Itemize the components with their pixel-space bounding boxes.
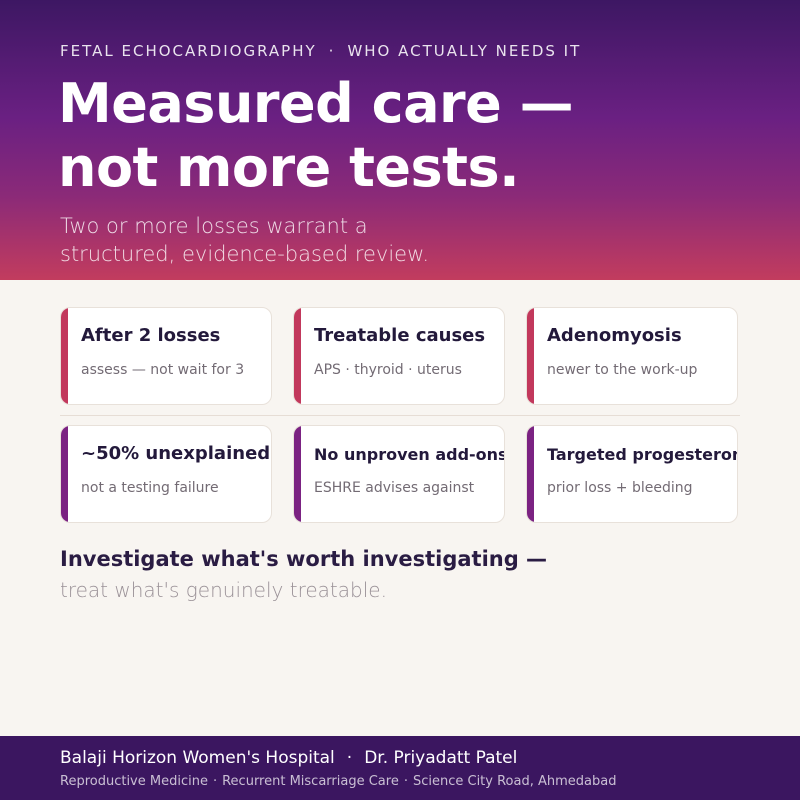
card-title: No unproven add-ons [314,445,505,464]
eyebrow-text: FETAL ECHOCARDIOGRAPHY · WHO ACTUALLY NEED… [60,42,581,60]
headline-line-1: Measured care — [58,72,574,135]
card-adenomyosis: Adenomyosis newer to the work-up [526,307,738,405]
card-row-divider [60,415,740,416]
card-accent-bar [527,308,534,404]
footer-separator: · [212,774,218,789]
footer-bar: Balaji Horizon Women's Hospital · Dr. Priy… [0,736,800,800]
specialty-2: Recurrent Miscarriage Care [222,774,399,789]
eyebrow-question: WHO ACTUALLY NEEDS IT [347,42,582,60]
card-targeted-progesterone: Targeted progesterone prior loss + bleed… [526,425,738,523]
card-accent-bar [61,308,68,404]
footer-separator: · [403,774,408,789]
hospital-location: Science City Road, Ahmedabad [412,774,617,789]
eyebrow-topic: FETAL ECHOCARDIOGRAPHY [60,42,317,60]
card-title: After 2 losses [81,325,221,346]
card-accent-bar [61,426,68,522]
footer-separator: · [346,748,353,768]
card-title: Targeted progesterone [547,445,738,464]
card-title: Treatable causes [314,325,486,346]
card-subtitle: not a testing failure [81,480,219,496]
card-subtitle: prior loss + bleeding [547,480,693,496]
doctor-name: Dr. Priyadatt Patel [364,748,518,768]
takeaway-lead: Investigate what's worth investigating — [60,547,548,571]
card-subtitle: APS · thyroid · uterus [314,362,462,378]
card-subtitle: ESHRE advises against [314,480,475,496]
specialty-1: Reproductive Medicine [60,774,208,789]
footer-secondary-line: Reproductive Medicine · Recurrent Miscarri… [60,774,616,789]
card-no-unproven-add-ons: No unproven add-ons ESHRE advises agains… [293,425,505,523]
card-title: Adenomyosis [547,325,682,346]
takeaway-message: Investigate what's worth investigating —… [60,544,547,606]
subheadline: Two or more losses warrant a structured,… [60,212,580,268]
card-title: ~50% unexplained [81,443,271,464]
headline: Measured care — not more tests. [58,72,574,200]
eyebrow-separator: · [328,42,336,60]
card-accent-bar [294,426,301,522]
card-after-2-losses: After 2 losses assess — not wait for 3 [60,307,272,405]
subheadline-line-1: Two or more losses warrant a [60,214,368,238]
takeaway-follow: treat what's genuinely treatable. [60,578,387,602]
card-subtitle: assess — not wait for 3 [81,362,245,378]
card-subtitle: newer to the work-up [547,362,698,378]
hospital-name: Balaji Horizon Women's Hospital [60,748,335,768]
card-accent-bar [527,426,534,522]
hero-banner: FETAL ECHOCARDIOGRAPHY · WHO ACTUALLY NEED… [0,0,800,280]
headline-line-2: not more tests. [58,136,520,199]
card-accent-bar [294,308,301,404]
card-unexplained: ~50% unexplained not a testing failure [60,425,272,523]
subheadline-line-2: structured, evidence-based review. [60,242,430,266]
footer-primary-line: Balaji Horizon Women's Hospital · Dr. Priy… [60,748,517,768]
card-treatable-causes: Treatable causes APS · thyroid · uterus [293,307,505,405]
